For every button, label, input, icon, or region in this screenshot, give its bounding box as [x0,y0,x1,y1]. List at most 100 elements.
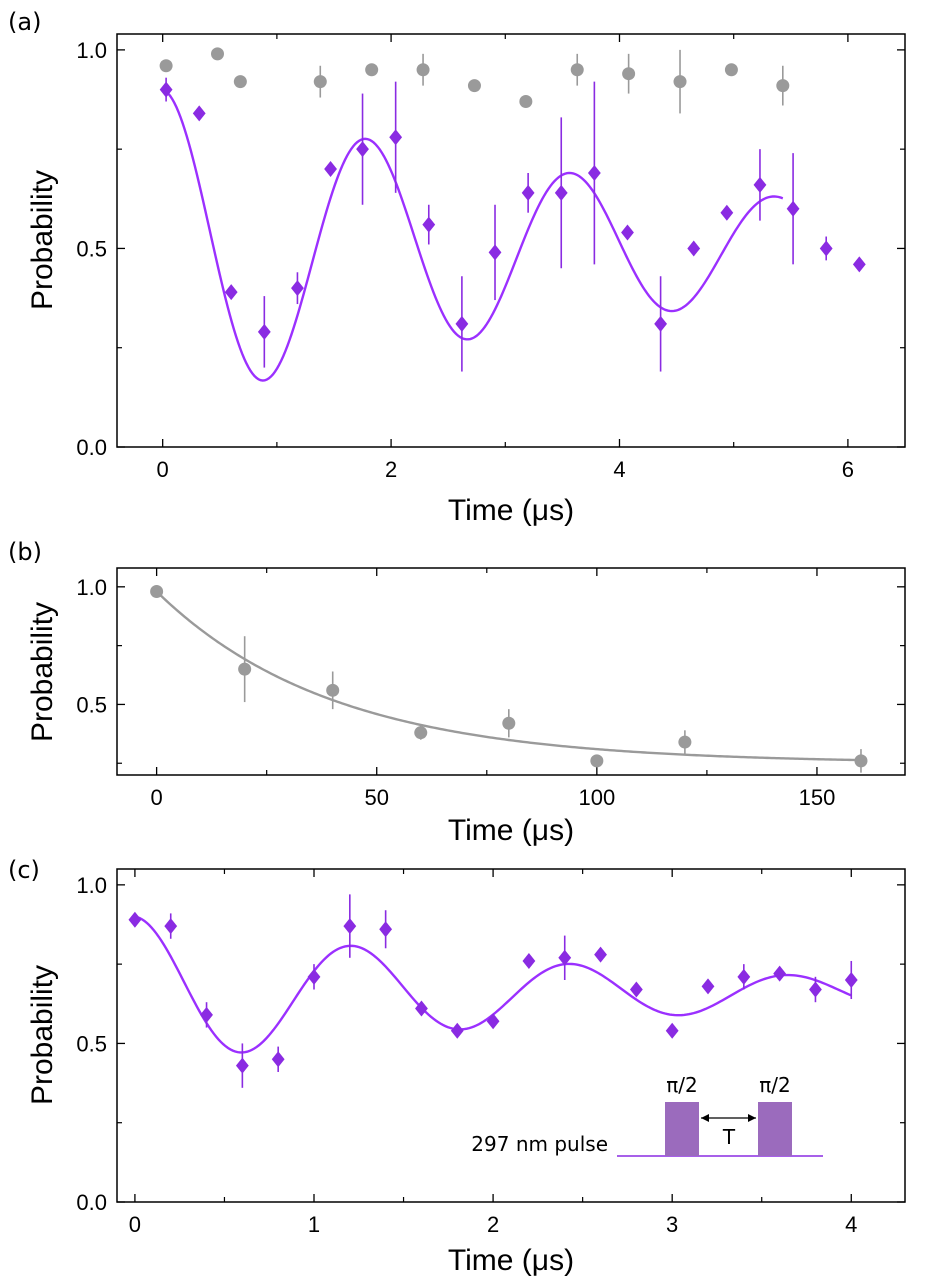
x-tick-label: 1 [308,1212,320,1237]
y-tick-label: 1.0 [76,873,107,898]
data-point [238,662,252,676]
data-point [159,59,173,73]
pulse-sequence-inset: π/2 π/2 T 297 nm pulse [471,1073,823,1157]
data-point [737,968,751,985]
panel-c-plot: 0 1 2 3 4 0.0 0.5 1.0 [76,869,905,1237]
x-tick-label: 0 [157,457,169,482]
x-tick-label: 6 [842,457,854,482]
data-point [819,240,833,257]
data-point [271,1051,285,1068]
data-point [313,75,327,89]
data-point [809,981,822,998]
y-tick-label: 0.5 [76,236,107,261]
data-point [701,978,715,995]
data-point [150,585,164,599]
data-point [570,63,584,77]
data-point [192,105,206,122]
panel-b-frame [116,567,906,776]
y-tick-label: 0.5 [76,1031,107,1056]
data-point [486,1013,500,1030]
pulse-2 [758,1102,792,1156]
data-point [343,918,357,935]
y-tick-label: 1.0 [76,38,107,63]
y-tick-label: 0.0 [76,435,107,460]
panel-a-ylabel: Probability [26,170,59,310]
panel-b-label: (b) [8,538,42,566]
data-point [753,176,767,193]
pulse-1 [665,1102,699,1156]
y-tick-label: 0.5 [76,692,107,717]
x-tick-label: 4 [613,457,625,482]
data-point [467,79,481,93]
data-point [422,216,436,233]
panel-c-ylabel: Probability [26,965,59,1105]
data-point [450,1022,464,1039]
data-point [621,224,634,241]
panel-a-label: (a) [8,8,41,36]
data-point [521,184,535,201]
panel-a-frame [116,33,906,448]
data-point [687,240,701,257]
data-point [519,95,533,109]
data-point [590,754,604,768]
panel-c-label: (c) [8,856,40,884]
panel-a-plot: 0 2 4 6 0.0 0.5 1.0 [76,34,905,482]
data-point [326,683,340,697]
panel-a-xlabel: Time (μs) [448,494,574,527]
data-point [587,164,601,181]
x-tick-label: 0 [150,785,162,810]
data-point [307,968,321,985]
x-tick-label: 4 [845,1212,857,1237]
data-point [678,735,692,749]
data-point [128,911,142,928]
data-point [629,981,643,998]
x-tick-label: 2 [385,457,397,482]
x-tick-label: 2 [487,1212,499,1237]
panel-b-xlabel: Time (μs) [448,814,574,847]
data-point [210,47,224,61]
data-point [622,67,636,81]
data-point [159,81,173,98]
data-point [455,315,469,332]
panel-b-plot: 0 50 100 150 0.5 1.0 [76,568,905,810]
data-point [224,284,238,301]
gap-arrow-left-head [701,1114,709,1122]
panel-c: (c) Time (μs) Probability 0 1 2 3 4 0.0 0.5 1.0… [8,856,906,1277]
data-point [673,75,687,89]
data-point [389,129,403,146]
data-point [356,141,369,158]
panel-c-frame [116,868,906,1203]
data-point [776,79,790,93]
data-point [164,918,178,935]
fit-curve [165,90,784,382]
data-point [558,949,572,966]
gap-arrow-right-head [748,1114,756,1122]
data-point [654,315,668,332]
data-point [720,204,734,221]
panel-b: (b) Time (μs) Probability 0 50 100 150 0.5 1.… [8,538,906,847]
panel-c-xlabel: Time (μs) [448,1244,574,1277]
data-point [200,1006,213,1023]
data-point [773,965,787,982]
data-point [665,1022,679,1039]
pulse-2-label: π/2 [759,1073,791,1097]
data-point [365,63,379,77]
data-point [844,972,858,988]
fit-curve [155,590,862,762]
data-point [324,161,337,178]
panel-a: (a) Time (μs) Probability 0 2 4 6 0.0 0.5 1.0 [8,8,906,527]
data-point [416,63,430,77]
y-tick-label: 0.0 [76,1190,107,1215]
pulse-baseline-label: 297 nm pulse [471,1132,608,1156]
data-point [235,1057,249,1074]
data-point [291,280,304,297]
y-tick-label: 1.0 [76,575,107,600]
data-point [233,75,247,89]
gap-label: T [722,1125,736,1149]
data-point [379,921,393,938]
data-point [786,200,800,217]
data-point [854,754,868,768]
data-point [257,323,271,340]
data-point [502,716,516,730]
